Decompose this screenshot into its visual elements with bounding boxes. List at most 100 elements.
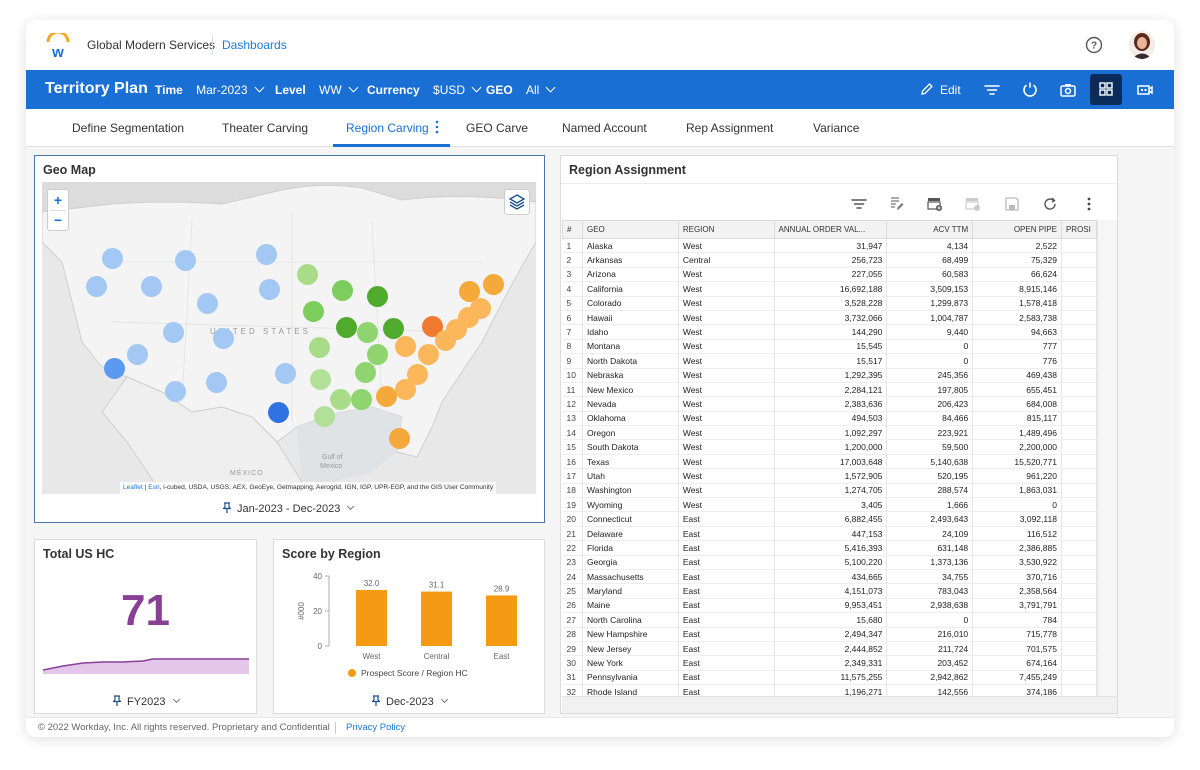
map-marker[interactable] [104,358,125,379]
map-marker[interactable] [395,336,416,357]
map-marker[interactable] [309,337,330,358]
total-hc-panel[interactable]: Total US HC 71 FY2023 [34,539,257,714]
geo-filter[interactable]: GEO All [486,82,556,97]
map-marker[interactable] [376,386,397,407]
add-view-icon[interactable] [927,196,943,212]
table-row[interactable]: 5 Colorado West 3,528,228 1,299,873 1,578,418 [562,296,1097,311]
zoom-in-button[interactable]: + [53,192,63,208]
time-filter[interactable]: Time Mar-2023 [155,82,264,97]
map-marker[interactable] [330,389,351,410]
column-header[interactable]: REGION [677,220,775,239]
region-assignment-panel[interactable]: Region Assignment [560,155,1118,714]
table-row[interactable]: 30 New York East 2,349,331 203,452 674,164 [562,655,1097,671]
column-header[interactable]: PROSI [1060,220,1097,239]
table-row[interactable]: 15 South Dakota West 1,200,000 59,500 2,200,0… [562,439,1097,455]
map-marker[interactable] [297,264,318,285]
table-row[interactable]: 18 Washington West 1,274,705 288,574 1,863,03… [562,483,1097,499]
map-marker[interactable] [357,322,378,343]
table-row[interactable]: 29 New Jersey East 2,444,852 211,724 701,575 [562,641,1097,657]
table-row[interactable]: 1 Alaska West 31,947 4,134 2,522 [562,238,1097,254]
level-filter[interactable]: Level WW [275,82,359,97]
tab-rep-assignment[interactable]: Rep Assignment [686,121,774,135]
table-row[interactable]: 27 North Carolina East 15,680 0 784 [562,612,1097,628]
refresh-icon[interactable] [1021,81,1039,99]
layers-button[interactable] [504,189,530,215]
table-row[interactable]: 6 Hawaii West 3,732,066 1,004,787 2,583,738 [562,310,1097,326]
map-marker[interactable] [407,364,428,385]
score-period-filter[interactable]: Dec-2023 [372,695,448,708]
tab-theater-carving[interactable]: Theater Carving [222,121,309,135]
table-row[interactable]: 2 Arkansas Central 256,723 68,499 75,329 [562,252,1097,268]
map-marker[interactable] [367,286,388,307]
table-row[interactable]: 24 Massachusetts East 434,665 34,755 370,716 [562,569,1097,585]
refresh-icon[interactable] [1042,196,1058,212]
table-row[interactable]: 23 Georgia East 5,100,220 1,373,136 3,530,922 [562,555,1097,570]
column-header[interactable]: ANNUAL ORDER VAL... [773,220,888,239]
horizontal-scrollbar[interactable] [562,696,1117,713]
table-row[interactable]: 31 Pennsylvania East 11,575,255 2,942,862 7,4… [562,670,1097,686]
tab-region-carving[interactable]: Region Carving [346,121,429,135]
filter-icon[interactable] [983,81,1001,99]
help-circle-icon[interactable]: ? [1085,36,1103,54]
map-marker[interactable] [206,372,227,393]
camera-icon[interactable] [1059,81,1077,99]
save-icon[interactable] [1004,196,1020,212]
table-row[interactable]: 32 Rhode Island East 1,196,271 142,556 374,18… [562,684,1097,696]
tab-geo-carve[interactable]: GEO Carve [466,121,529,135]
currency-filter[interactable]: Currency $USD [367,82,482,97]
user-avatar[interactable] [1129,31,1155,59]
map-marker[interactable] [259,279,280,300]
tab-variance[interactable]: Variance [813,121,860,135]
map-marker[interactable] [175,250,196,271]
table-row[interactable]: 9 North Dakota West 15,517 0 776 [562,353,1097,369]
map-marker[interactable] [395,379,416,400]
map-marker[interactable] [355,362,376,383]
table-row[interactable]: 13 Oklahoma West 494,503 84,466 815,117 [562,411,1097,427]
map-marker[interactable] [332,280,353,301]
map-marker[interactable] [102,248,123,269]
table-row[interactable]: 17 Utah West 1,572,905 520,195 961,220 [562,468,1097,484]
table-row[interactable]: 28 New Hampshire East 2,494,347 216,010 715,7… [562,627,1097,642]
map-marker[interactable] [275,363,296,384]
table-row[interactable]: 26 Maine East 9,953,451 2,938,638 3,791,791 [562,598,1097,614]
table-row[interactable]: 19 Wyoming West 3,405 1,666 0 [562,497,1097,513]
table-row[interactable]: 8 Montana West 15,545 0 777 [562,339,1097,355]
map-marker[interactable] [165,381,186,402]
map-marker[interactable] [314,406,335,427]
tab-define-segmentation[interactable]: Define Segmentation [72,121,185,135]
leaflet-link[interactable]: Leaflet [123,484,143,491]
column-header[interactable]: GEO [581,220,679,239]
table-row[interactable]: 12 Nevada West 2,383,636 206,423 684,008 [562,396,1097,412]
privacy-policy-link[interactable]: Privacy Policy [346,722,406,733]
table-row[interactable]: 20 Connecticut East 6,882,455 2,493,643 3,092… [562,511,1097,527]
edit-rows-icon[interactable] [889,196,905,212]
column-header[interactable]: # [562,220,583,239]
map-marker[interactable] [418,344,439,365]
remove-view-icon[interactable] [965,196,981,212]
table-row[interactable]: 14 Oregon West 1,092,297 223,921 1,489,496 [562,425,1097,441]
presentation-icon[interactable] [1136,81,1154,99]
score-by-region-panel[interactable]: Score by Region 0 20 40 #000 32.0 West 31.1 Cen… [273,539,545,714]
table-row[interactable]: 22 Florida East 5,416,393 631,148 2,386,885 [562,540,1097,556]
esri-link[interactable]: Esri [148,484,160,491]
dashboards-link[interactable]: Dashboards [222,38,287,52]
table-row[interactable]: 10 Nebraska West 1,292,395 245,356 469,438 [562,368,1097,383]
map-marker[interactable] [383,318,404,339]
column-header[interactable]: ACV TTM [886,220,974,239]
map-marker[interactable] [163,322,184,343]
map-marker[interactable] [197,293,218,314]
workday-logo[interactable]: w [46,33,70,59]
more-icon[interactable] [1081,196,1097,212]
map-marker[interactable] [256,244,277,265]
tab-menu-icon[interactable] [435,120,439,134]
table-row[interactable]: 11 New Mexico West 2,284,121 197,805 655,451 [562,382,1097,398]
map-date-filter[interactable]: Jan-2023 - Dec-2023 [223,502,355,515]
filter-icon[interactable] [851,196,867,212]
hc-period-filter[interactable]: FY2023 [113,695,180,708]
map-marker[interactable] [351,389,372,410]
map-marker[interactable] [213,328,234,349]
geo-map-panel[interactable]: Geo Map UNITED STATES Gulf of Mexico MÉX… [34,155,545,523]
map-marker[interactable] [459,281,480,302]
map-marker[interactable] [435,330,456,351]
map-marker[interactable] [127,344,148,365]
